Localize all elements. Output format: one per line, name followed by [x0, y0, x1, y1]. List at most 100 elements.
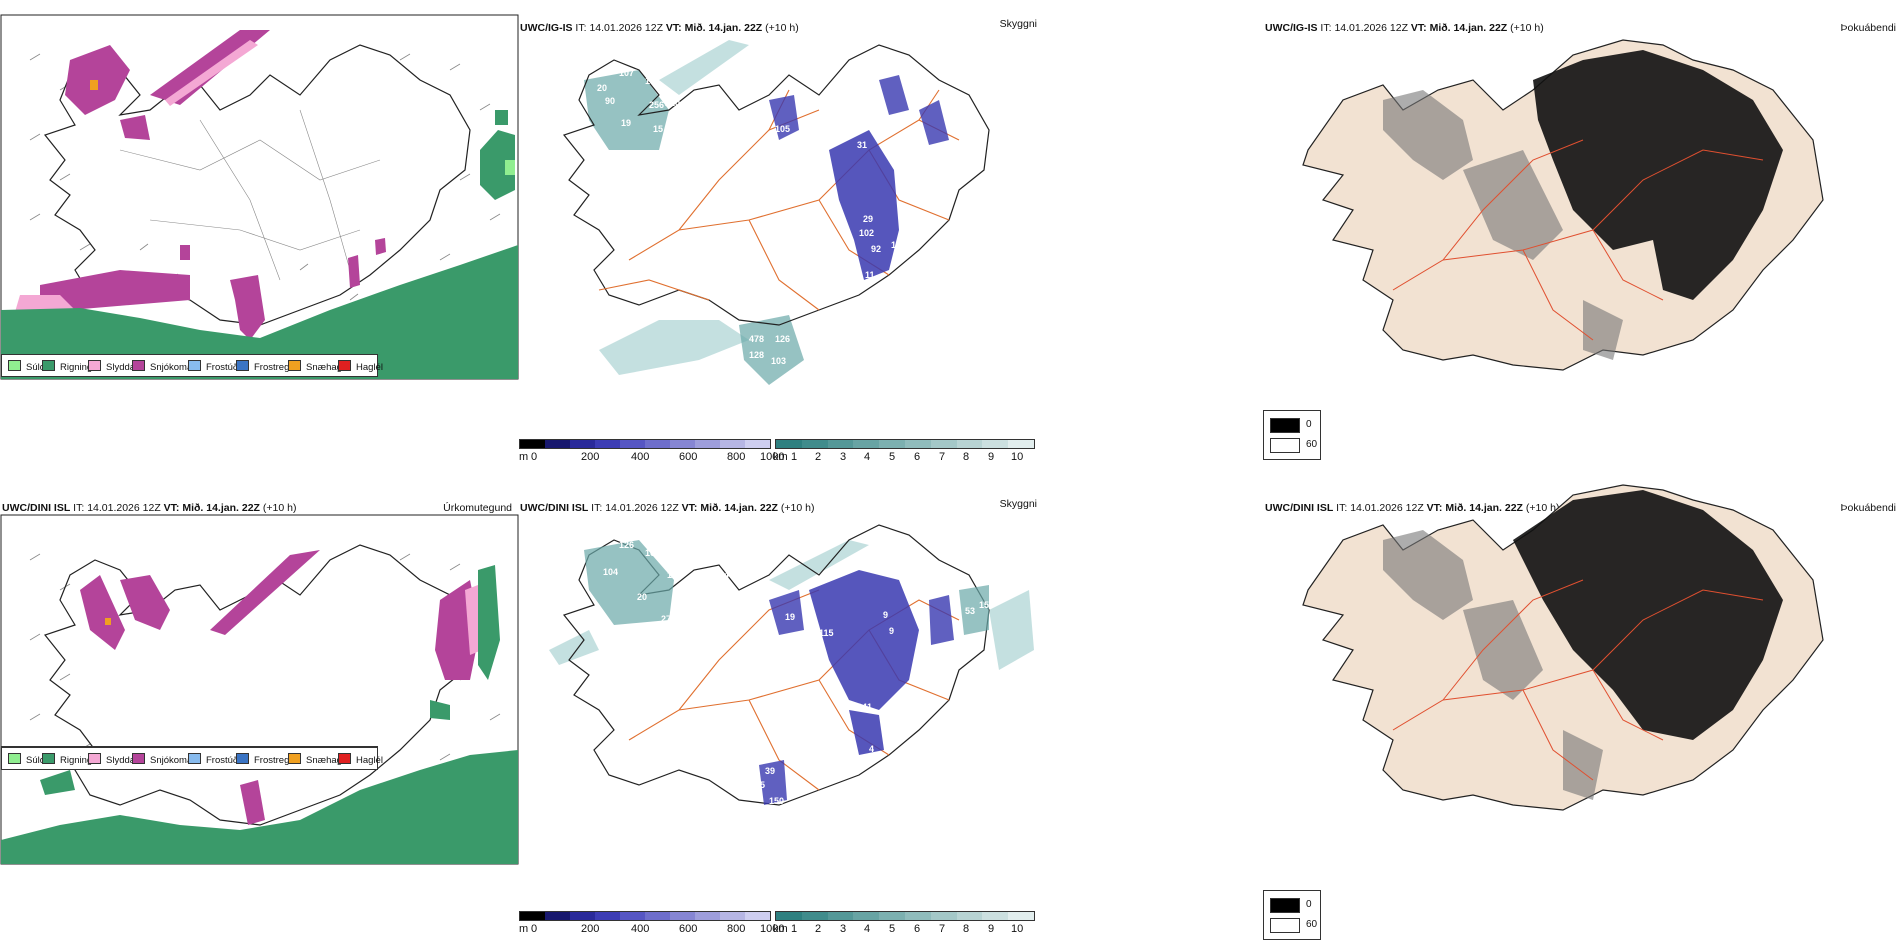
- ceiling-label: 115: [811, 660, 826, 670]
- ceiling-label: 15: [653, 124, 664, 134]
- ceiling-label: 8: [647, 150, 653, 160]
- cloud-panel-2: UWC/DINI ISL IT: 14.01.2026 12Z VT: Mið.…: [519, 480, 1039, 950]
- ceiling-tick: 1000: [760, 923, 785, 935]
- legend-item: Snæhagl: [288, 360, 344, 374]
- legend-item: Slydda: [88, 753, 135, 767]
- legend-item: Snæhagl: [288, 753, 344, 767]
- ceiling-label: 115: [819, 628, 834, 638]
- ceiling-tick: 800: [727, 451, 746, 463]
- roads: [1392, 579, 1764, 781]
- ceiling-tick: 0: [531, 451, 538, 463]
- ceiling-label: 141: [857, 702, 873, 712]
- ceiling-tick: 200: [581, 923, 600, 935]
- ceiling-label: 173: [667, 570, 683, 580]
- coastline: [43, 544, 471, 826]
- ceiling-unit: m: [519, 451, 529, 463]
- visibility-unit: km: [773, 923, 788, 935]
- visibility-colorbar: [775, 911, 1035, 921]
- vis-tick: 8: [963, 923, 970, 935]
- ceiling-label: 478: [749, 334, 765, 344]
- legend-item: Slydda: [88, 360, 135, 374]
- fog-map: [1302, 484, 1824, 811]
- ceiling-label: 20: [637, 592, 648, 602]
- low-fog-area: [1533, 50, 1783, 300]
- legend-item: Rigning: [42, 360, 92, 374]
- vis-tick: 9: [988, 923, 995, 935]
- legend-swatch: [8, 360, 21, 371]
- precip-map: [0, 514, 519, 865]
- ceiling-label: 150: [979, 600, 995, 610]
- roads: [628, 589, 960, 791]
- legend-swatch: [338, 360, 351, 371]
- legend-swatch: [288, 360, 301, 371]
- ceiling-label: 39: [765, 766, 776, 776]
- coastline: [562, 524, 990, 806]
- legend-swatch: [188, 753, 201, 764]
- vis-tick: 5: [889, 923, 896, 935]
- legend-item: Rigning: [42, 753, 92, 767]
- vis-tick: 10: [1011, 451, 1024, 463]
- vis-tick: 4: [864, 923, 871, 935]
- ceiling-label: 92: [871, 244, 882, 254]
- ceiling-unit: m: [519, 923, 529, 935]
- vis-tick: 6: [914, 451, 921, 463]
- fog-legend: 0 60: [1263, 410, 1321, 460]
- ceiling-tick: 400: [631, 451, 650, 463]
- panel-title: Þokuábendi: [1840, 502, 1896, 514]
- ceiling-value-labels: 107 103 20 90 256 220 19 15 8 10 105 31 …: [519, 0, 1039, 470]
- roads: [1392, 139, 1764, 341]
- ceiling-tick: 600: [679, 451, 698, 463]
- ceiling-tick: 0: [531, 923, 538, 935]
- precip-map: [0, 14, 519, 380]
- ceiling-label: 9: [889, 626, 895, 636]
- panel-header: UWC/DINI ISL IT: 14.01.2026 12Z VT: Mið.…: [1265, 502, 1560, 514]
- rain-area-south: [1, 245, 518, 379]
- ceiling-label: 29: [863, 214, 874, 224]
- ceiling-label: 19: [621, 118, 632, 128]
- cloud-map: [549, 524, 1034, 806]
- ceiling-label: 104: [603, 567, 619, 577]
- legend-item: Haglél: [338, 753, 383, 767]
- vis-tick: 7: [939, 451, 946, 463]
- ceiling-label: 90: [605, 96, 616, 106]
- ceiling-label: 103: [771, 356, 787, 366]
- ceiling-value-labels: 126 103 104 173 20 27 246 11 19 9 115 9 …: [519, 480, 1039, 950]
- legend-item: Snjókoma: [132, 753, 192, 767]
- vis-tick: 4: [864, 451, 871, 463]
- panel-header: UWC/IG-IS IT: 14.01.2026 12Z VT: Mið. 14…: [520, 22, 799, 34]
- panel-title: Skyggni: [999, 498, 1037, 510]
- cloud-panel-1: UWC/IG-IS IT: 14.01.2026 12Z VT: Mið. 14…: [519, 0, 1039, 470]
- ceiling-tick: 600: [679, 923, 698, 935]
- fog-legend-2: 0 60: [1263, 890, 1321, 940]
- legend-swatch: [236, 360, 249, 371]
- fog-legend-swatch: [1270, 918, 1300, 933]
- vis-tick: 3: [840, 923, 847, 935]
- cloud-map: [562, 40, 990, 385]
- vis-tick: 6: [914, 923, 921, 935]
- ceiling-label: 15: [755, 780, 766, 790]
- legend-swatch: [338, 753, 351, 764]
- low-fog-area: [1513, 490, 1783, 740]
- legend-item: Frostúði: [188, 360, 240, 374]
- coastline: [562, 44, 990, 326]
- legend-swatch: [88, 360, 101, 371]
- fog-map: [1302, 39, 1824, 371]
- precip-panel-2: UWC/DINI ISL IT: 14.01.2026 12Z VT: Mið.…: [0, 480, 520, 950]
- legend-item: Súld: [8, 753, 45, 767]
- panel-header: UWC/IG-IS IT: 14.01.2026 12Z VT: Mið. 14…: [1265, 22, 1544, 34]
- panel-title: Úrkomutegund: [443, 502, 512, 514]
- legend-swatch: [42, 360, 55, 371]
- ceiling-label: 128: [749, 350, 765, 360]
- ceiling-tick: 200: [581, 451, 600, 463]
- ceiling-label: 150: [769, 796, 785, 806]
- ceiling-label: 102: [859, 228, 875, 238]
- legend-item: Haglél: [338, 360, 383, 374]
- legend-swatch: [188, 360, 201, 371]
- panel-header: UWC/DINI ISL IT: 14.01.2026 12Z VT: Mið.…: [520, 502, 815, 514]
- legend-swatch: [42, 753, 55, 764]
- vis-tick: 9: [988, 451, 995, 463]
- ceiling-label: 11: [871, 558, 881, 568]
- legend-swatch: [236, 753, 249, 764]
- vis-tick: 8: [963, 451, 970, 463]
- fog-legend-label: 0: [1306, 899, 1312, 910]
